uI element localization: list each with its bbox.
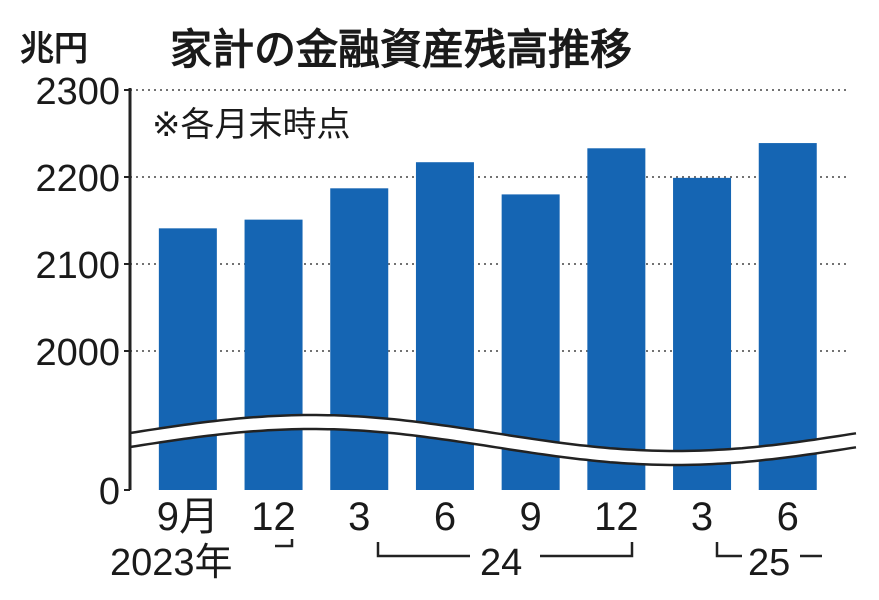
break-line-lower xyxy=(129,427,857,467)
y-tick-label: 0 xyxy=(99,471,120,513)
year-brackets xyxy=(275,539,822,558)
x-tick-label: 12 xyxy=(594,495,639,539)
y-tick-label: 2200 xyxy=(35,158,120,200)
year-label-2023: 2023年 xyxy=(110,542,233,584)
y-tick-label: 2300 xyxy=(35,71,120,113)
bar xyxy=(244,219,303,490)
y-tick-label: 2100 xyxy=(35,245,120,287)
bar xyxy=(587,148,646,491)
x-tick-label: 12 xyxy=(251,495,296,539)
bracket-25-left xyxy=(715,542,742,558)
year-label-24: 24 xyxy=(480,542,522,584)
x-tick-label: 6 xyxy=(777,495,799,539)
break-line-upper xyxy=(129,413,857,453)
x-tick-label: 9月 xyxy=(157,495,219,539)
bracket-24-left xyxy=(376,542,470,558)
x-tick-label: 3 xyxy=(691,495,713,539)
unit-label: 兆円 xyxy=(20,29,88,69)
bar xyxy=(330,188,389,490)
y-tick-label: 2000 xyxy=(35,332,120,374)
bar xyxy=(158,228,217,490)
x-tick-label: 6 xyxy=(434,495,456,539)
y-ticks: 0 2000 2100 2200 2300 xyxy=(35,71,130,513)
chart-title: 家計の金融資産残高推移 xyxy=(170,25,632,74)
bar xyxy=(758,143,817,490)
x-tick-label: 3 xyxy=(348,495,370,539)
x-tick-label: 9 xyxy=(520,495,542,539)
bracket-24-right xyxy=(540,542,634,558)
x-labels: 9月 12 3 6 9 12 3 6 xyxy=(157,495,799,539)
break-band xyxy=(130,415,858,465)
bar xyxy=(673,177,732,490)
bracket-2023 xyxy=(275,539,294,548)
year-label-25: 25 xyxy=(748,542,790,584)
axis-break xyxy=(129,413,858,467)
note-label: ※各月末時点 xyxy=(152,105,351,145)
